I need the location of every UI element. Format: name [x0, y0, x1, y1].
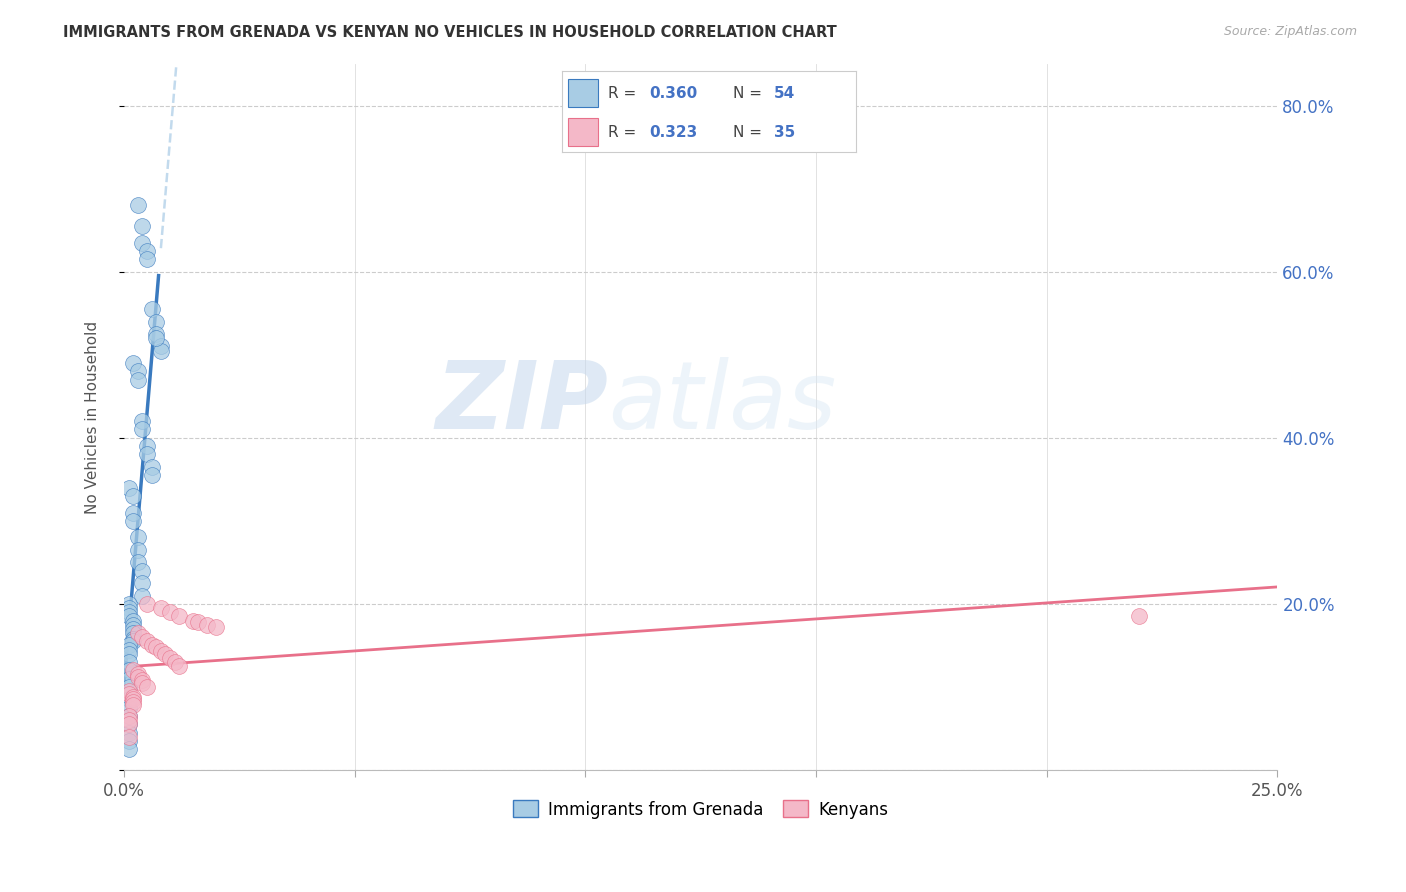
Point — [127, 531, 149, 545]
Point — [127, 555, 149, 569]
Point — [117, 672, 139, 686]
Point — [205, 620, 228, 634]
Point — [117, 717, 139, 731]
Text: Source: ZipAtlas.com: Source: ZipAtlas.com — [1223, 25, 1357, 38]
Point — [117, 663, 139, 677]
Text: IMMIGRANTS FROM GRENADA VS KENYAN NO VEHICLES IN HOUSEHOLD CORRELATION CHART: IMMIGRANTS FROM GRENADA VS KENYAN NO VEH… — [63, 25, 837, 40]
Point — [1128, 609, 1150, 624]
Point — [122, 695, 145, 709]
Point — [117, 609, 139, 624]
Point — [117, 742, 139, 756]
Point — [159, 651, 181, 665]
Point — [169, 609, 191, 624]
Point — [117, 713, 139, 727]
Point — [141, 468, 163, 483]
Point — [127, 198, 149, 212]
Point — [136, 597, 159, 611]
Point — [122, 690, 145, 704]
Point — [136, 447, 159, 461]
Point — [117, 481, 139, 495]
Point — [149, 644, 172, 658]
Point — [145, 640, 167, 654]
Point — [117, 709, 139, 723]
Point — [136, 439, 159, 453]
Point — [127, 667, 149, 681]
Point — [122, 622, 145, 636]
Point — [145, 326, 167, 341]
Y-axis label: No Vehicles in Household: No Vehicles in Household — [86, 320, 100, 514]
Point — [117, 730, 139, 744]
Point — [117, 692, 139, 706]
Point — [136, 680, 159, 694]
Point — [195, 617, 218, 632]
Point — [117, 717, 139, 731]
Point — [117, 639, 139, 653]
Point — [159, 605, 181, 619]
Point — [136, 634, 159, 648]
Point — [131, 219, 153, 233]
Point — [131, 235, 153, 250]
Point — [141, 639, 163, 653]
Point — [149, 339, 172, 353]
Point — [117, 601, 139, 615]
Point — [117, 687, 139, 701]
Point — [149, 601, 172, 615]
Point — [117, 680, 139, 694]
Point — [122, 698, 145, 713]
Point — [117, 655, 139, 669]
Point — [122, 626, 145, 640]
Point — [122, 506, 145, 520]
Point — [131, 564, 153, 578]
Point — [117, 734, 139, 748]
Point — [163, 655, 186, 669]
Point — [145, 331, 167, 345]
Point — [122, 692, 145, 706]
Point — [131, 576, 153, 591]
Point — [122, 617, 145, 632]
Point — [187, 615, 209, 629]
Point — [141, 459, 163, 474]
Point — [117, 642, 139, 657]
Point — [131, 589, 153, 603]
Point — [117, 709, 139, 723]
Point — [127, 542, 149, 557]
Point — [122, 632, 145, 646]
Point — [169, 659, 191, 673]
Point — [131, 422, 153, 436]
Point — [122, 356, 145, 370]
Point — [122, 663, 145, 677]
Point — [136, 252, 159, 267]
Point — [117, 647, 139, 661]
Text: ZIP: ZIP — [436, 357, 609, 449]
Point — [122, 489, 145, 503]
Legend: Immigrants from Grenada, Kenyans: Immigrants from Grenada, Kenyans — [506, 794, 896, 825]
Point — [136, 244, 159, 258]
Point — [117, 597, 139, 611]
Point — [127, 670, 149, 684]
Point — [131, 673, 153, 688]
Point — [141, 301, 163, 316]
Point — [131, 675, 153, 690]
Point — [149, 343, 172, 358]
Point — [127, 364, 149, 378]
Point — [181, 614, 204, 628]
Point — [131, 630, 153, 644]
Point — [122, 634, 145, 648]
Point — [127, 626, 149, 640]
Point — [117, 684, 139, 698]
Point — [127, 373, 149, 387]
Point — [117, 605, 139, 619]
Text: atlas: atlas — [609, 358, 837, 449]
Point — [145, 314, 167, 328]
Point — [117, 700, 139, 714]
Point — [131, 414, 153, 428]
Point — [122, 614, 145, 628]
Point — [117, 725, 139, 739]
Point — [155, 647, 177, 661]
Point — [122, 514, 145, 528]
